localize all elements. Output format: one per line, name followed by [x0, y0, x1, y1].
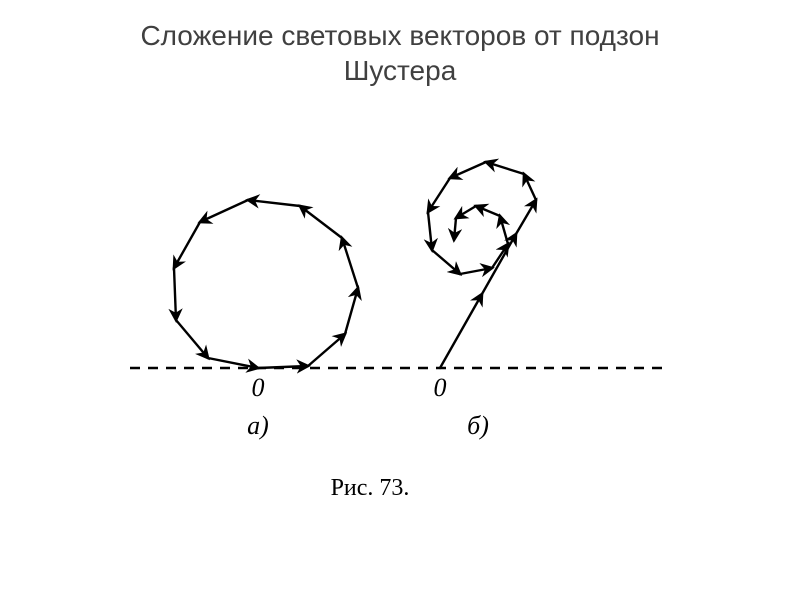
right-spiral: [428, 162, 536, 368]
right-vector-11: [500, 216, 508, 244]
slide-title: Сложение световых векторов от подзон Шус…: [0, 18, 800, 88]
right-vector-9: [460, 268, 492, 274]
left-vector-8: [174, 268, 176, 320]
figure: 0 а) 0 б) Рис. 73.: [130, 150, 670, 520]
left-origin-label: 0: [252, 373, 265, 402]
right-vector-1: [482, 234, 516, 294]
right-vector-7: [428, 212, 432, 250]
left-polygon: [174, 200, 358, 368]
left-sub-label: а): [247, 411, 269, 440]
right-vector-2: [516, 200, 536, 234]
right-sub-label: б): [467, 411, 489, 440]
left-vector-3: [342, 238, 358, 288]
right-vector-12: [476, 206, 500, 216]
right-vector-8: [432, 250, 460, 274]
right-origin-label: 0: [434, 373, 447, 402]
title-line-1: Сложение световых векторов от подзон: [140, 20, 659, 51]
right-vector-14: [454, 218, 456, 240]
left-vector-2: [345, 288, 358, 334]
left-vector-4: [300, 206, 342, 238]
right-vector-4: [486, 162, 524, 174]
left-vector-10: [208, 358, 258, 368]
right-vector-6: [428, 178, 450, 212]
left-vector-6: [200, 200, 248, 222]
right-vector-0: [440, 294, 482, 368]
figure-caption: Рис. 73.: [331, 475, 410, 501]
right-vector-5: [450, 162, 486, 178]
right-vector-13: [456, 206, 476, 218]
left-vector-7: [174, 222, 200, 268]
left-vector-9: [176, 320, 208, 358]
left-vector-1: [308, 334, 345, 366]
slide: Сложение световых векторов от подзон Шус…: [0, 0, 800, 600]
title-line-2: Шустера: [344, 55, 457, 86]
left-vector-5: [248, 200, 300, 206]
right-vector-3: [524, 174, 536, 200]
figure-svg: 0 а) 0 б) Рис. 73.: [130, 150, 670, 520]
